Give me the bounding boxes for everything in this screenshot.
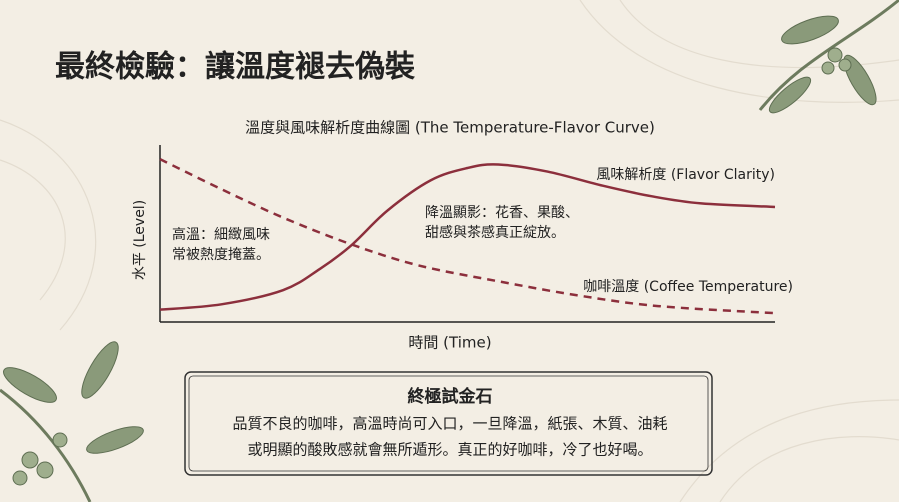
annotation: 常被熱度掩蓋。 [172, 247, 270, 263]
x-axis-label: 時間 (Time) [408, 334, 491, 352]
annotation: 降溫顯影：花香、果酸、 [425, 205, 579, 221]
series-line [159, 158, 776, 315]
series-label: 風味解析度 (Flavor Clarity) [596, 167, 775, 183]
chart-title: 溫度與風味解析度曲線圖 (The Temperature-Flavor Curv… [245, 119, 655, 137]
annotation: 甜感與茶感真正綻放。 [425, 224, 565, 241]
y-axis-label: 水平 (Level) [132, 200, 148, 280]
callout-box-inner [188, 375, 709, 472]
annotation: 高溫：細緻風味 [172, 226, 270, 243]
callout-box [184, 371, 713, 476]
series-line [159, 163, 776, 311]
callout-heading: 終極試金石 [408, 386, 493, 407]
callout-line: 或明顯的酸敗感就會無所遁形。真正的好咖啡，冷了也好喝。 [247, 441, 652, 459]
series-label: 咖啡溫度 (Coffee Temperature) [583, 279, 793, 295]
slide-title: 最終檢驗：讓溫度褪去偽裝 [55, 50, 416, 85]
callout-line: 品質不良的咖啡，高溫時尚可入口，一旦降溫，紙張、木質、油耗 [232, 415, 667, 433]
